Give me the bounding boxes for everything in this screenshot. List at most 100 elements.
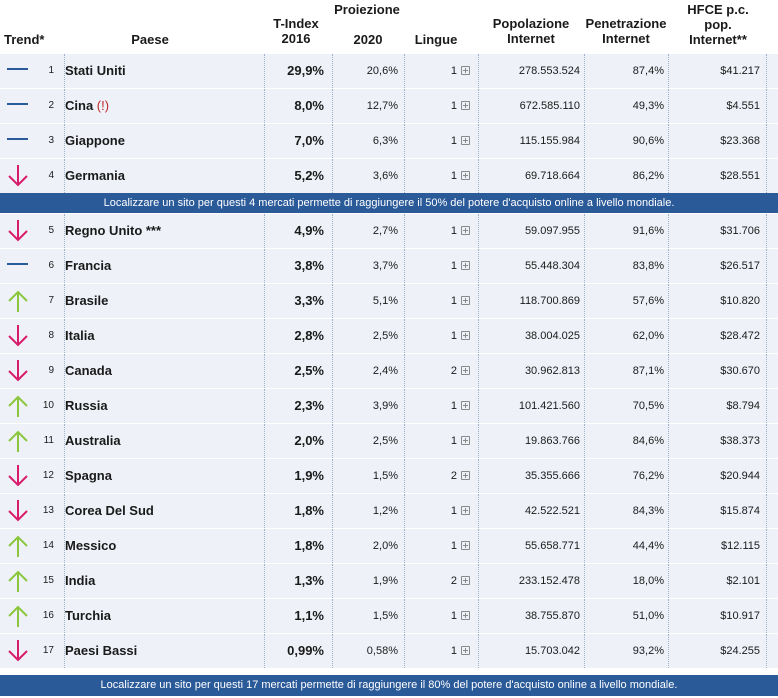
expand-languages-icon[interactable]	[461, 646, 470, 655]
row-edge	[766, 459, 778, 493]
expand-languages-icon[interactable]	[461, 611, 470, 620]
header-hfce-line1: HFCE p.c.	[687, 2, 749, 17]
table-row-15: 15 India 1,3% 1,9% 2 233.152.478 18,0% $…	[0, 563, 778, 598]
languages-count: 1	[450, 100, 457, 112]
tindex-cell: 5,2%	[264, 159, 328, 193]
languages-count: 2	[450, 365, 457, 377]
row-group-2: 5 Regno Unito *** 4,9% 2,7% 1 59.097.955…	[0, 213, 778, 668]
country-name: Regno Unito ***	[65, 223, 162, 238]
row-edge	[766, 354, 778, 388]
expand-languages-icon[interactable]	[461, 66, 470, 75]
rank-cell: 16	[42, 610, 54, 621]
expand-languages-icon[interactable]	[461, 331, 470, 340]
rank-cell: 5	[48, 225, 54, 236]
languages-cell: 1	[404, 54, 478, 88]
languages-count: 1	[450, 400, 457, 412]
header-tindex-line2: 2016	[281, 31, 311, 46]
hfce-cell: $26.517	[668, 249, 766, 283]
table-row-7: 7 Brasile 3,3% 5,1% 1 118.700.869 57,6% …	[0, 283, 778, 318]
header-trend: Trend*	[4, 32, 45, 47]
hfce-cell: $10.820	[668, 284, 766, 318]
flat-dash-icon	[7, 263, 28, 265]
tindex-cell: 1,3%	[264, 564, 328, 598]
row-group-1: 1 Stati Uniti 29,9% 20,6% 1 278.553.524 …	[0, 53, 778, 193]
hfce-cell: $20.944	[668, 459, 766, 493]
expand-languages-icon[interactable]	[461, 576, 470, 585]
header-country: Paese	[131, 32, 169, 47]
population-cell: 672.585.110	[478, 89, 584, 123]
country-name: Corea Del Sud	[65, 503, 154, 518]
expand-languages-icon[interactable]	[461, 171, 470, 180]
population-cell: 233.152.478	[478, 564, 584, 598]
hfce-cell: $28.472	[668, 319, 766, 353]
population-cell: 101.421.560	[478, 389, 584, 423]
tindex-cell: 1,8%	[264, 529, 328, 563]
country-note: (!)	[93, 98, 110, 113]
country-cell: Stati Uniti	[64, 54, 265, 88]
expand-languages-icon[interactable]	[461, 296, 470, 305]
country-name: Francia	[65, 258, 112, 273]
projection-cell: 0,58%	[332, 634, 404, 668]
trend-cell	[2, 319, 32, 353]
arrow-down-icon	[8, 465, 28, 487]
expand-languages-icon[interactable]	[461, 136, 470, 145]
rank-cell: 2	[48, 100, 54, 111]
languages-count: 2	[450, 470, 457, 482]
rank-cell: 12	[42, 470, 54, 481]
rank-cell: 1	[48, 65, 54, 76]
tindex-cell: 1,8%	[264, 494, 328, 528]
arrow-down-icon	[8, 165, 28, 187]
country-cell: Canada	[64, 354, 265, 388]
expand-languages-icon[interactable]	[461, 401, 470, 410]
country-cell: Corea Del Sud	[64, 494, 265, 528]
languages-cell: 1	[404, 249, 478, 283]
expand-languages-icon[interactable]	[461, 226, 470, 235]
penetration-cell: 86,2%	[584, 159, 668, 193]
table-row-11: 11 Australia 2,0% 2,5% 1 19.863.766 84,6…	[0, 423, 778, 458]
rank-cell: 14	[42, 540, 54, 551]
trend-cell	[2, 529, 32, 563]
expand-languages-icon[interactable]	[461, 101, 470, 110]
expand-languages-icon[interactable]	[461, 436, 470, 445]
languages-count: 1	[450, 225, 457, 237]
row-edge	[766, 214, 778, 248]
flat-dash-icon	[7, 103, 28, 105]
header-projection: Proiezione	[334, 2, 400, 17]
expand-languages-icon[interactable]	[461, 541, 470, 550]
hfce-cell: $38.373	[668, 424, 766, 458]
languages-cell: 1	[404, 89, 478, 123]
row-edge	[766, 599, 778, 633]
expand-languages-icon[interactable]	[461, 261, 470, 270]
arrow-up-icon	[8, 570, 28, 592]
languages-count: 1	[450, 170, 457, 182]
expand-languages-icon[interactable]	[461, 506, 470, 515]
expand-languages-icon[interactable]	[461, 366, 470, 375]
projection-cell: 12,7%	[332, 89, 404, 123]
hfce-cell: $10.917	[668, 599, 766, 633]
languages-count: 1	[450, 330, 457, 342]
header-tindex: T-Index 2016	[264, 16, 328, 46]
population-cell: 55.658.771	[478, 529, 584, 563]
table-row-14: 14 Messico 1,8% 2,0% 1 55.658.771 44,4% …	[0, 528, 778, 563]
country-cell: Turchia	[64, 599, 265, 633]
trend-cell	[2, 159, 32, 193]
projection-cell: 1,2%	[332, 494, 404, 528]
rank-cell: 10	[42, 400, 54, 411]
row-edge	[766, 424, 778, 458]
population-cell: 118.700.869	[478, 284, 584, 318]
population-cell: 19.863.766	[478, 424, 584, 458]
projection-cell: 2,7%	[332, 214, 404, 248]
rank-cell: 3	[48, 135, 54, 146]
rank-cell: 6	[48, 260, 54, 271]
arrow-up-icon	[8, 290, 28, 312]
penetration-cell: 57,6%	[584, 284, 668, 318]
info-banner-17-markets: Localizzare un sito per questi 17 mercat…	[0, 675, 778, 696]
penetration-cell: 83,8%	[584, 249, 668, 283]
penetration-cell: 76,2%	[584, 459, 668, 493]
tindex-cell: 8,0%	[264, 89, 328, 123]
expand-languages-icon[interactable]	[461, 471, 470, 480]
penetration-cell: 93,2%	[584, 634, 668, 668]
languages-cell: 1	[404, 529, 478, 563]
header-languages: Lingue	[414, 32, 458, 47]
projection-cell: 3,6%	[332, 159, 404, 193]
